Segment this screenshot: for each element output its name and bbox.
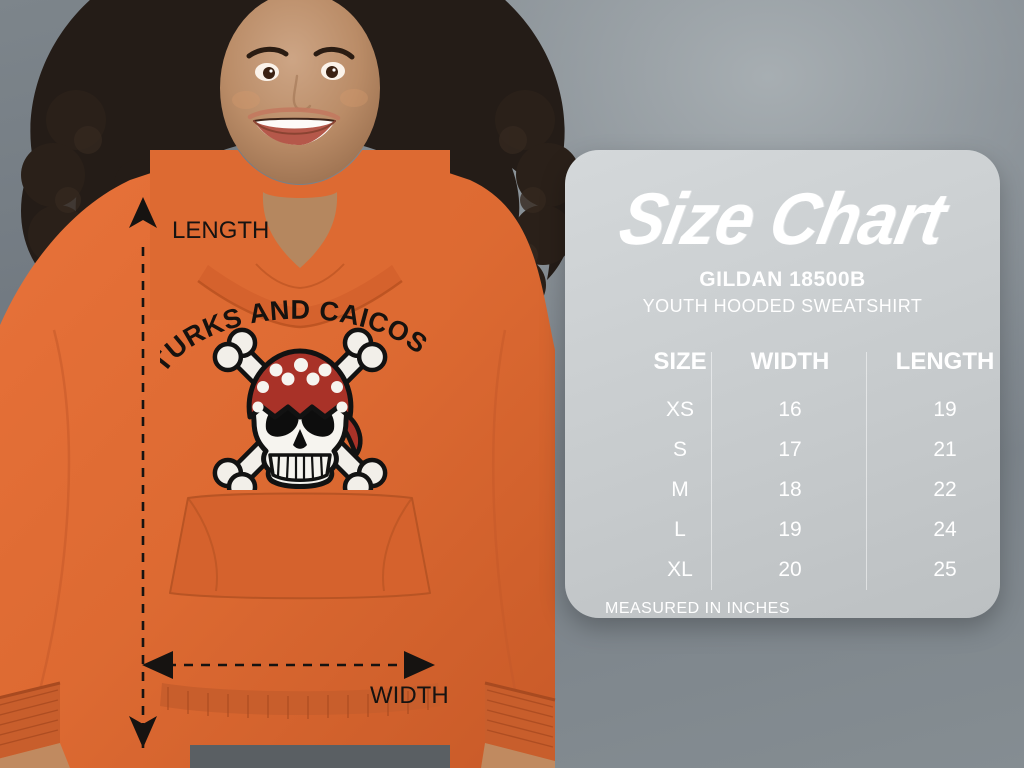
svg-text:WIDTH: WIDTH (370, 682, 449, 709)
svg-text:LENGTH: LENGTH (172, 217, 269, 244)
